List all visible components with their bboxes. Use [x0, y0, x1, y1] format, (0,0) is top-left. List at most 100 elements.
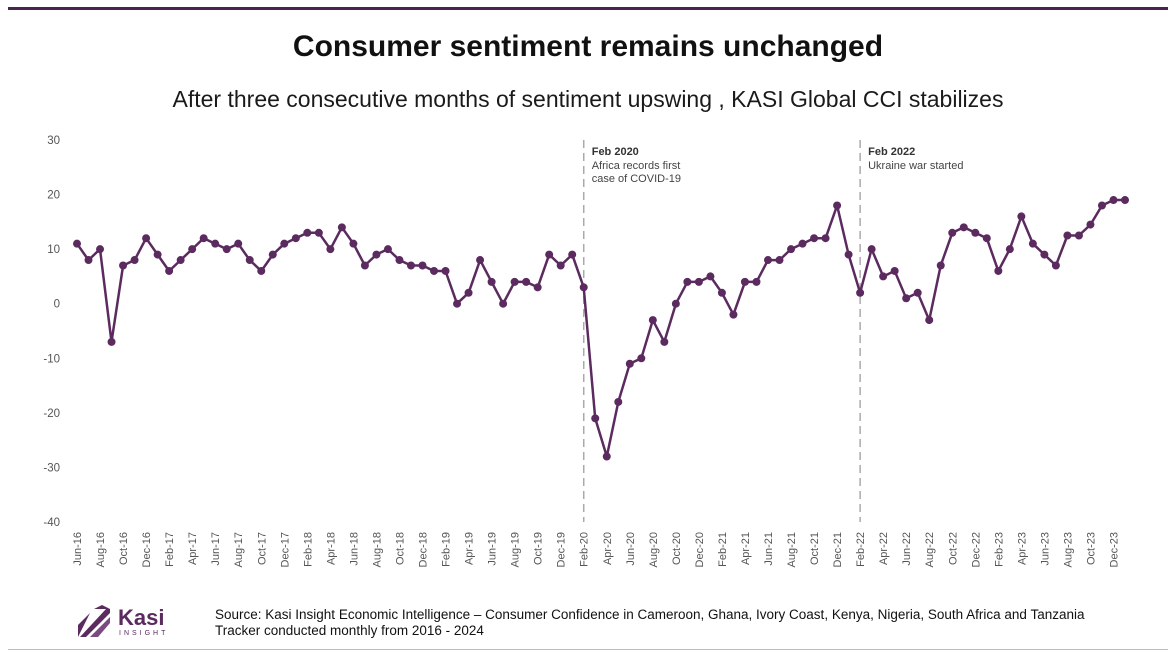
x-tick-label: Apr-23	[1016, 532, 1028, 565]
data-point	[188, 245, 197, 254]
annotation-text: Ukraine war started	[868, 160, 963, 172]
data-point	[280, 239, 289, 248]
x-tick-label: Feb-23	[993, 532, 1005, 567]
line-chart: -40 -30 -20 -10 0 10 20 30 Jun-16 Aug-16 Oct-16 Dec…	[43, 135, 1129, 567]
data-point	[936, 261, 945, 270]
data-point	[234, 239, 243, 248]
data-point	[879, 272, 888, 281]
x-tick-label: Oct-17	[256, 532, 268, 565]
data-point	[337, 223, 346, 232]
data-point	[614, 397, 623, 406]
data-point	[729, 310, 738, 319]
x-tick-label: Dec-22	[970, 532, 982, 567]
data-point	[476, 256, 485, 265]
x-tick-label: Aug-20	[648, 532, 660, 567]
data-point	[1086, 220, 1095, 229]
data-point	[660, 337, 669, 346]
data-point	[464, 288, 473, 297]
x-tick-label: Apr-17	[187, 532, 199, 565]
data-point	[856, 288, 865, 297]
data-point	[545, 250, 554, 259]
data-point	[533, 283, 542, 292]
data-point	[787, 245, 796, 254]
y-tick-label: -30	[43, 462, 60, 474]
data-point	[1109, 196, 1118, 205]
source-line-1: Source: Kasi Insight Economic Intelligen…	[215, 607, 1085, 622]
x-tick-label: Aug-16	[95, 532, 107, 567]
data-point	[349, 239, 358, 248]
data-point	[199, 234, 208, 243]
data-point	[637, 354, 646, 363]
data-point	[360, 261, 369, 270]
kasi-logo-mark-icon	[78, 605, 110, 637]
data-point	[833, 201, 842, 210]
x-tick-label: Aug-19	[510, 532, 522, 567]
source-note: Source: Kasi Insight Economic Intelligen…	[215, 607, 1084, 639]
x-tick-label: Aug-23	[1062, 532, 1074, 567]
x-tick-label: Aug-22	[924, 532, 936, 567]
x-tick-label: Aug-18	[371, 532, 383, 567]
data-point	[1028, 239, 1037, 248]
data-point	[406, 261, 415, 270]
data-point	[487, 277, 496, 286]
data-point	[867, 245, 876, 254]
data-point	[959, 223, 968, 232]
data-point	[890, 266, 899, 275]
x-tick-label: Dec-20	[694, 532, 706, 567]
y-tick-label: -40	[43, 517, 60, 529]
data-point	[683, 277, 692, 286]
data-point	[268, 250, 277, 259]
data-point	[648, 316, 657, 325]
data-point	[372, 250, 381, 259]
data-point	[994, 266, 1003, 275]
y-tick-label: 10	[47, 244, 60, 256]
data-point	[453, 299, 462, 308]
x-tick-label: Apr-19	[464, 532, 476, 565]
y-tick-label: 0	[54, 299, 60, 311]
x-tick-label: Oct-21	[809, 532, 821, 565]
x-tick-label: Jun-22	[901, 532, 913, 566]
x-tick-label: Jun-19	[487, 532, 499, 566]
data-point	[579, 283, 588, 292]
data-point	[775, 256, 784, 265]
data-point	[211, 239, 220, 248]
source-line-2: Tracker conducted monthly from 2016 - 20…	[215, 623, 484, 638]
data-point	[165, 266, 174, 275]
data-point	[441, 266, 450, 275]
annotation-title: Feb 2022	[868, 146, 915, 158]
annotation-title: Feb 2020	[592, 146, 639, 158]
data-point	[706, 272, 715, 281]
data-point	[763, 256, 772, 265]
data-point	[522, 277, 531, 286]
annotation-text: Africa records first	[592, 160, 681, 172]
data-point	[556, 261, 565, 270]
data-point	[245, 256, 254, 265]
data-point	[625, 359, 634, 368]
x-tick-label: Dec-23	[1108, 532, 1120, 567]
x-tick-label: Jun-20	[625, 532, 637, 566]
y-tick-label: 20	[47, 190, 60, 202]
x-tick-label: Aug-17	[233, 532, 245, 567]
kasi-logo: Kasi INSIGHT	[76, 603, 186, 643]
x-tick-label: Feb-19	[441, 532, 453, 567]
x-tick-label: Dec-21	[832, 532, 844, 567]
data-point	[810, 234, 819, 243]
x-tick-label: Feb-17	[164, 532, 176, 567]
data-point	[971, 228, 980, 237]
data-point	[119, 261, 128, 270]
data-point	[257, 266, 266, 275]
x-tick-label: Feb-21	[717, 532, 729, 567]
data-point	[1017, 212, 1026, 221]
data-point	[130, 256, 139, 265]
data-point	[798, 239, 807, 248]
data-point	[1074, 231, 1083, 240]
x-tick-label: Apr-20	[602, 532, 614, 565]
data-point	[395, 256, 404, 265]
data-point	[107, 337, 116, 346]
x-tick-label: Jun-17	[210, 532, 222, 566]
data-point	[303, 228, 312, 237]
data-point	[96, 245, 105, 254]
data-point	[430, 266, 439, 275]
x-tick-label: Dec-16	[141, 532, 153, 567]
data-point	[1005, 245, 1014, 254]
